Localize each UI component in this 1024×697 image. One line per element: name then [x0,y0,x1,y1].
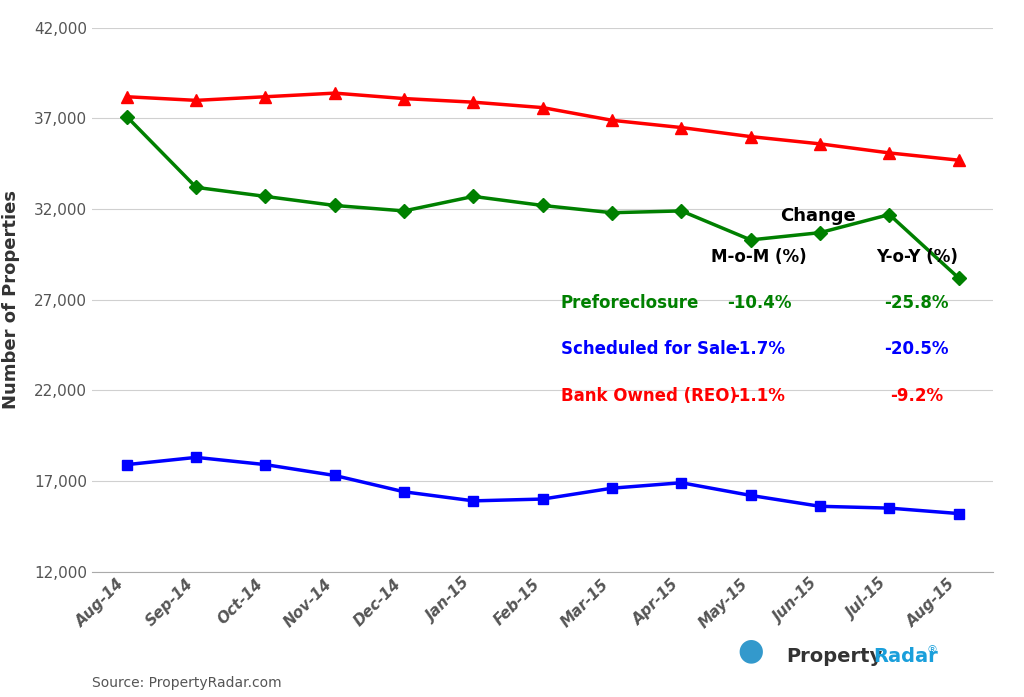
Text: -1.1%: -1.1% [732,387,785,405]
Text: Source: PropertyRadar.com: Source: PropertyRadar.com [92,676,282,690]
Text: ®: ® [927,645,938,655]
Text: Scheduled for Sale: Scheduled for Sale [561,341,737,358]
Text: Bank Owned (REO): Bank Owned (REO) [561,387,736,405]
Text: -20.5%: -20.5% [885,341,949,358]
Text: -1.7%: -1.7% [732,341,785,358]
Y-axis label: Number of Properties: Number of Properties [2,190,20,409]
Text: -25.8%: -25.8% [885,294,949,312]
Text: Radar: Radar [873,647,938,666]
Text: M-o-M (%): M-o-M (%) [712,248,807,266]
Text: Y-o-Y (%): Y-o-Y (%) [876,248,957,266]
Text: Property: Property [786,647,883,666]
Text: -10.4%: -10.4% [727,294,792,312]
Text: Change: Change [779,207,855,225]
Text: -9.2%: -9.2% [890,387,943,405]
Text: ●: ● [737,636,764,666]
Text: Preforeclosure: Preforeclosure [561,294,699,312]
